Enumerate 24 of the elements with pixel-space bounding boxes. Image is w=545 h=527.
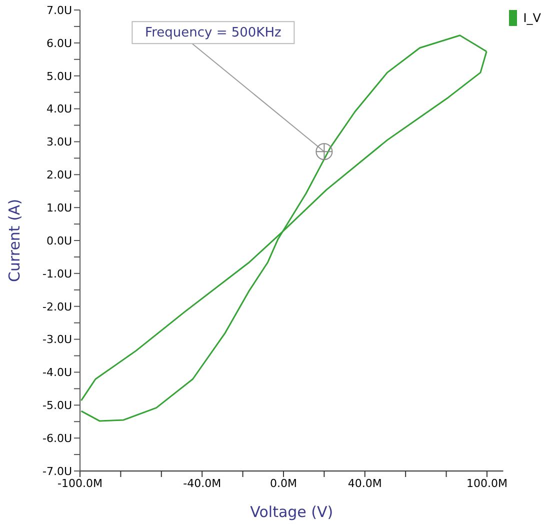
- y-tick-label: 7.0U: [46, 4, 72, 17]
- y-tick-label: 3.0U: [46, 136, 72, 149]
- y-tick-label: -6.0U: [42, 432, 72, 445]
- y-tick-label: 1.0U: [46, 201, 72, 214]
- y-tick-label: 6.0U: [46, 36, 72, 50]
- y-tick-label: -5.0U: [42, 399, 72, 412]
- y-tick-label: 5.0U: [46, 70, 72, 83]
- x-tick-label: -40.0M: [183, 476, 222, 490]
- x-tick-label: -100.0M: [58, 476, 102, 490]
- y-tick-label: 2.0U: [46, 168, 72, 182]
- y-tick-label: 0.0U: [46, 234, 72, 248]
- legend-label: I_V: [523, 11, 541, 25]
- y-tick-label: -2.0U: [42, 300, 72, 314]
- y-tick-label: -7.0U: [42, 464, 72, 478]
- y-axis-title: Current (A): [5, 198, 24, 282]
- y-tick-label: -1.0U: [42, 267, 72, 280]
- y-tick-label: 4.0U: [46, 102, 72, 116]
- x-tick-label: 40.0M: [348, 476, 382, 490]
- annotation: Frequency = 500KHz: [145, 26, 282, 41]
- x-tick-label: 0.0M: [270, 476, 297, 490]
- x-tick-label: 100.0M: [466, 476, 508, 490]
- x-axis-title: Voltage (V): [250, 503, 334, 521]
- y-tick-label: -4.0U: [42, 366, 72, 380]
- y-tick-label: -3.0U: [42, 333, 72, 346]
